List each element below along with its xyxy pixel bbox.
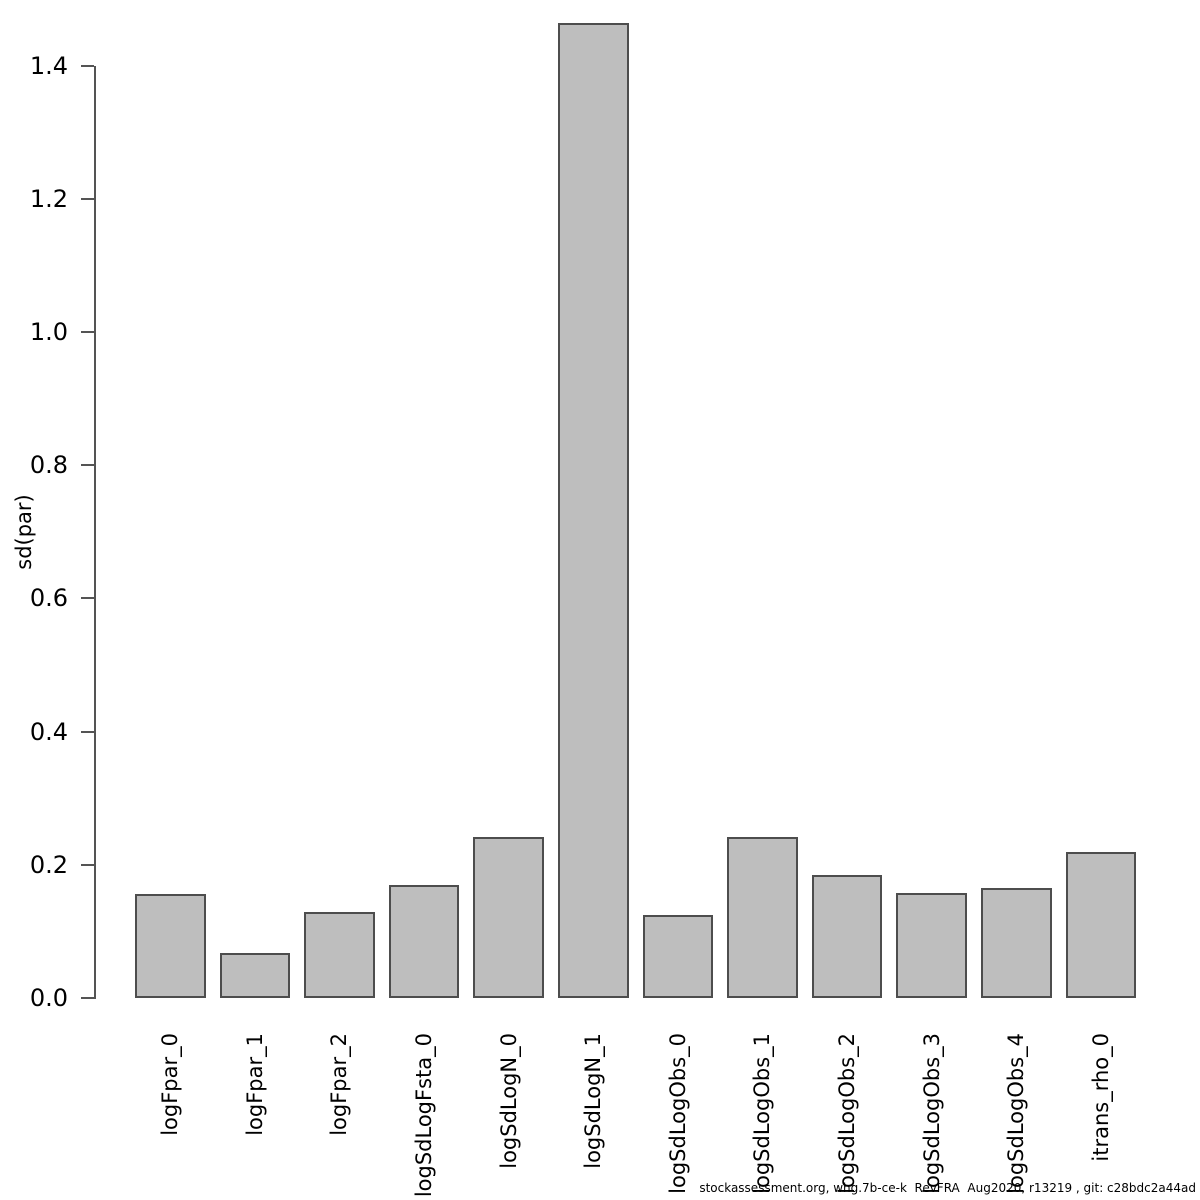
y-axis-tick-label: 0.0 (29, 984, 68, 1012)
y-axis-tick (81, 730, 94, 733)
bar-logSdLogFsta_0 (388, 884, 460, 998)
y-axis-tick (81, 863, 94, 866)
bar-logSdLogN_0 (473, 837, 544, 998)
y-axis-tick-label: 0.2 (29, 850, 68, 879)
x-axis-label-logSdLogN_1: logSdLogN_1 (581, 1033, 606, 1169)
y-axis-tick-label: 1.0 (29, 318, 68, 346)
bar-logSdLogObs_1 (727, 836, 798, 998)
x-axis-label-logSdLogN_0: logSdLogN_0 (496, 1033, 521, 1169)
x-axis-label-logSdLogObs_4: logSdLogObs_4 (1004, 1033, 1029, 1194)
bar-logSdLogObs_4 (981, 888, 1052, 998)
x-axis-label-logFpar_0: logFpar_0 (158, 1033, 183, 1136)
y-axis-tick (81, 464, 94, 467)
y-axis-tick (81, 997, 94, 999)
y-axis-tick-label: 0.8 (29, 451, 68, 480)
bar-logSdLogObs_0 (642, 915, 714, 998)
bar-itrans_rho_0 (1065, 852, 1137, 998)
y-axis-tick (81, 331, 94, 333)
y-axis-tick-label: 1.2 (29, 184, 68, 213)
bar-logFpar_0 (135, 894, 206, 998)
y-axis-tick (81, 64, 94, 67)
x-axis-label-itrans_rho_0: itrans_rho_0 (1088, 1033, 1113, 1162)
y-axis-tick (81, 597, 94, 600)
footer-note: stockassessment.org, whg.7b-ce-k RevFRA … (699, 1181, 1196, 1195)
x-axis-label-logSdLogFsta_0: logSdLogFsta_0 (412, 1033, 437, 1198)
y-axis-line (94, 65, 96, 999)
x-axis-label-logFpar_2: logFpar_2 (327, 1033, 352, 1136)
x-axis-label-logSdLogObs_2: logSdLogObs_2 (835, 1033, 860, 1194)
bar-logSdLogN_1 (558, 22, 629, 998)
bar-logFpar_2 (304, 912, 375, 998)
y-axis-tick-label: 1.4 (29, 51, 68, 80)
y-axis-tick-label: 0.4 (29, 717, 68, 746)
x-axis-label-logSdLogObs_0: logSdLogObs_0 (665, 1033, 690, 1194)
x-axis-label-logSdLogObs_1: logSdLogObs_1 (750, 1033, 775, 1194)
x-axis-label-logFpar_1: logFpar_1 (242, 1033, 267, 1136)
bar-logSdLogObs_3 (896, 893, 967, 998)
y-axis-tick-label: 0.6 (29, 584, 68, 613)
bar-logSdLogObs_2 (811, 875, 883, 998)
x-axis-label-logSdLogObs_3: logSdLogObs_3 (919, 1033, 944, 1194)
y-axis-tick (81, 197, 94, 200)
bar-logFpar_1 (219, 952, 291, 998)
